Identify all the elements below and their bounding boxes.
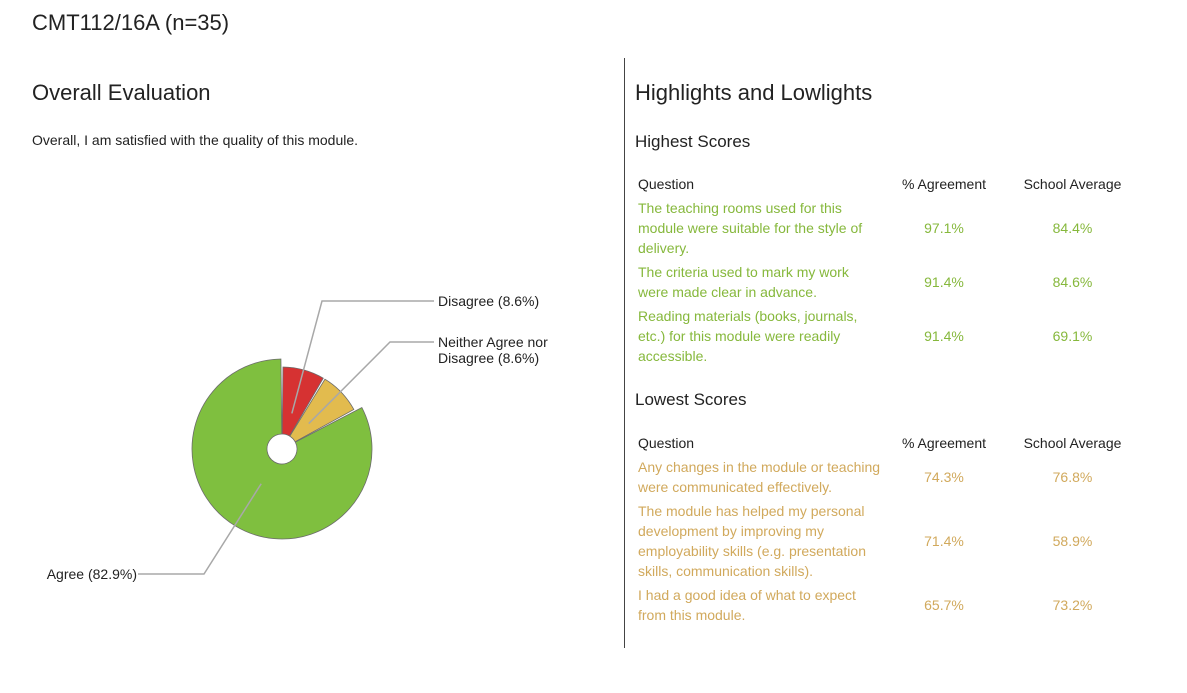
agreement-header: % Agreement xyxy=(901,435,987,451)
table-row: The criteria used to mark my work were m… xyxy=(635,260,1143,304)
pie-slice-label: Agree (82.9%) xyxy=(47,566,137,582)
question-header: Question xyxy=(638,176,695,192)
agreement-cell: 91.4% xyxy=(924,274,964,290)
school-average-header: School Average xyxy=(1023,435,1122,451)
pie-leader-line xyxy=(291,300,434,414)
question-cell: Any changes in the module or teaching we… xyxy=(638,459,881,495)
question-cell: I had a good idea of what to expect from… xyxy=(638,587,856,623)
pie-slice-label: Disagree (8.6%) xyxy=(438,350,539,366)
question-cell: The module has helped my personal develo… xyxy=(638,503,866,579)
table-row: Any changes in the module or teaching we… xyxy=(635,455,1143,499)
table-row: Reading materials (books, journals, etc.… xyxy=(635,304,1143,368)
pie-slice-label: Neither Agree nor xyxy=(438,334,548,350)
table-row: The module has helped my personal develo… xyxy=(635,499,1143,583)
highest-scores-title: Highest Scores xyxy=(635,132,751,151)
table-row: The teaching rooms used for this module … xyxy=(635,196,1143,260)
agreement-header: % Agreement xyxy=(901,176,987,192)
school-average-cell: 76.8% xyxy=(1052,469,1093,485)
table-header-row: Question % Agreement School Average xyxy=(635,433,1143,455)
agreement-cell: 74.3% xyxy=(924,469,964,485)
highlights-title: Highlights and Lowlights xyxy=(635,80,873,105)
school-average-header: School Average xyxy=(1023,176,1122,192)
pie-slice-label: Disagree (8.6%) xyxy=(438,293,539,309)
question-header: Question xyxy=(638,435,695,451)
agreement-cell: 91.4% xyxy=(924,328,964,344)
agreement-cell: 97.1% xyxy=(924,220,964,236)
lowest-scores-title: Lowest Scores xyxy=(635,390,747,409)
pie-slice xyxy=(281,366,324,437)
question-cell: Reading materials (books, journals, etc.… xyxy=(638,308,858,364)
school-average-cell: 69.1% xyxy=(1052,328,1093,344)
table-row: I had a good idea of what to expect from… xyxy=(635,583,1143,627)
pie-leader-line xyxy=(308,341,434,425)
lowest-scores-table: Question % Agreement School Average Any … xyxy=(635,433,1143,627)
highlights-panel: Highlights and Lowlights Highest Scores … xyxy=(635,80,1175,623)
pie-slice xyxy=(191,358,373,540)
school-average-cell: 84.4% xyxy=(1052,220,1093,236)
question-cell: The criteria used to mark my work were m… xyxy=(638,264,849,300)
overall-evaluation-title: Overall Evaluation xyxy=(32,80,211,105)
school-average-cell: 58.9% xyxy=(1052,533,1093,549)
question-cell: The teaching rooms used for this module … xyxy=(638,200,863,256)
pie-leader-line xyxy=(138,483,262,575)
highest-scores-table: Question % Agreement School Average The … xyxy=(635,174,1143,368)
overall-question: Overall, I am satisfied with the quality… xyxy=(32,132,359,148)
overall-evaluation-panel: Overall Evaluation Overall, I am satisfi… xyxy=(32,80,612,680)
school-average-cell: 84.6% xyxy=(1052,274,1093,290)
column-divider xyxy=(624,58,625,648)
table-header-row: Question % Agreement School Average xyxy=(635,174,1143,196)
school-average-cell: 73.2% xyxy=(1052,597,1093,613)
agreement-cell: 65.7% xyxy=(924,597,964,613)
agreement-cell: 71.4% xyxy=(924,533,964,549)
satisfaction-pie-chart: Disagree (8.6%)Neither Agree norDisagree… xyxy=(47,293,548,582)
page-title: CMT112/16A (n=35) xyxy=(32,10,230,35)
